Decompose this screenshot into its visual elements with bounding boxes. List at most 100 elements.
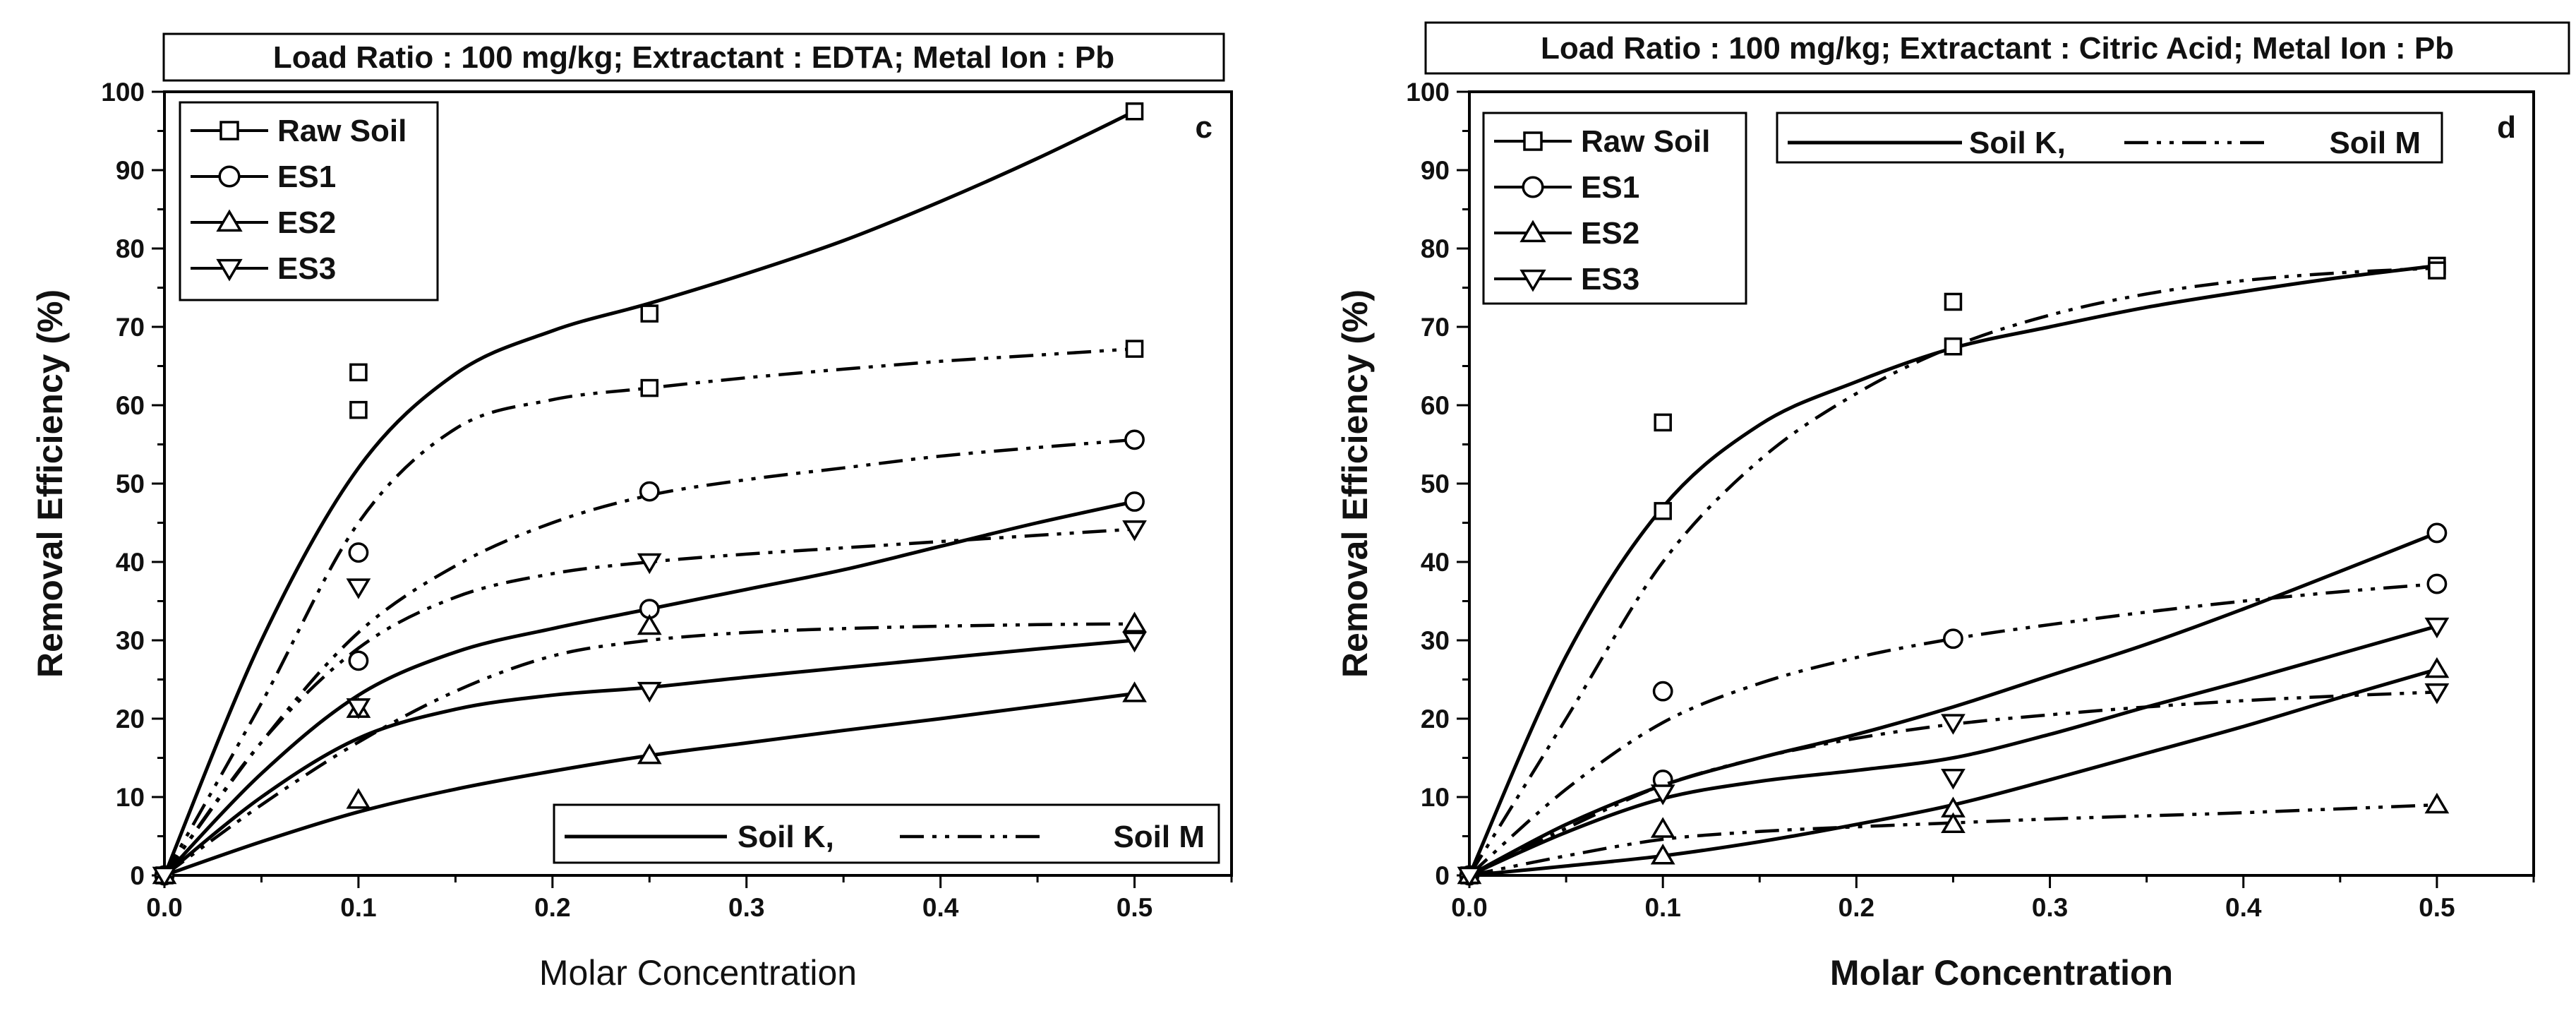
y-tick-label: 100 (101, 78, 145, 107)
legend-lines: Soil K, Soil M (553, 803, 1220, 864)
data-point (348, 650, 369, 671)
x-tick-label: 0.4 (2225, 893, 2262, 922)
x-axis-title: Molar Concentration (539, 953, 857, 993)
data-point (1122, 681, 1147, 702)
legend-label: ES3 (277, 251, 336, 286)
y-tick-label: 10 (116, 783, 145, 812)
y-tick-label: 90 (116, 156, 145, 185)
legend-label: ES2 (277, 205, 336, 240)
chart-panel-d: Load Ratio : 100 mg/kg; Extractant : Cit… (1335, 21, 2570, 993)
x-tick-label: 0.0 (1451, 893, 1487, 922)
series-raw-soil (1460, 256, 2446, 885)
legend-label-soil-m: Soil M (2329, 126, 2421, 160)
data-point (2424, 683, 2450, 705)
x-tick-label: 0.5 (2419, 893, 2455, 922)
data-point (346, 578, 371, 599)
x-tick-label: 0.1 (1644, 893, 1680, 922)
y-tick-label: 60 (116, 391, 145, 420)
y-tick-label: 40 (116, 548, 145, 577)
legend-marker (218, 165, 241, 188)
legend-markers: Raw Soil ES1 ES2 ES3 (179, 101, 439, 301)
panel-label: c (1196, 110, 1212, 145)
fit-line-soil-k (1467, 263, 2438, 877)
data-point (640, 304, 659, 323)
y-tick-label: 50 (1421, 469, 1450, 498)
data-point (348, 542, 369, 563)
data-point (1941, 812, 1966, 834)
x-tick-label: 0.3 (2032, 893, 2068, 922)
fit-line-soil-k (163, 500, 1136, 877)
y-axis-title: Removal Efficiency (%) (1335, 289, 1375, 678)
data-point (152, 866, 177, 888)
data-point (1457, 866, 1482, 888)
series-es3 (152, 520, 1147, 888)
legend-label: Raw Soil (1581, 124, 1710, 159)
panel-label: d (2497, 110, 2516, 145)
legend-label-soil-m: Soil M (1113, 820, 1205, 854)
x-tick-label: 0.0 (146, 893, 182, 922)
data-point (637, 743, 662, 765)
data-point (1941, 714, 1966, 735)
chart-title: Load Ratio : 100 mg/kg; Extractant : Cit… (1541, 31, 2454, 66)
legend-label: ES1 (277, 160, 336, 194)
data-point (1943, 628, 1963, 649)
y-tick-label: 10 (1421, 783, 1450, 812)
fit-line-soil-k (162, 109, 1136, 876)
y-axis-title: Removal Efficiency (%) (30, 289, 70, 678)
legend-marker (216, 209, 243, 232)
data-point (1944, 337, 1963, 356)
data-point (2426, 573, 2448, 594)
y-tick-label: 70 (116, 313, 145, 342)
y-tick-label: 100 (1406, 78, 1450, 107)
legend-box (1776, 112, 2443, 164)
legend-label: ES1 (1581, 170, 1639, 205)
fit-line-soil-m (163, 622, 1135, 877)
legend-box (553, 803, 1220, 864)
legend-markers: Raw Soil ES1 ES2 ES3 (1482, 112, 1747, 305)
y-tick-label: 20 (116, 705, 145, 733)
fit-line-soil-k (1468, 624, 2438, 878)
data-point (1124, 491, 1145, 512)
legend-marker (216, 258, 243, 282)
data-point (2426, 522, 2448, 544)
y-tick-label: 90 (1421, 156, 1450, 185)
legend-label: ES3 (1581, 262, 1639, 297)
series-es2 (152, 611, 1147, 885)
data-point (2428, 261, 2446, 280)
legend-marker (1519, 220, 1546, 243)
y-tick-label: 60 (1421, 391, 1450, 420)
legend-label: ES2 (1581, 216, 1639, 251)
data-point (640, 378, 659, 397)
data-point (346, 788, 371, 809)
data-point (1652, 681, 1673, 702)
y-tick-label: 0 (1435, 861, 1450, 890)
data-point (637, 553, 662, 575)
legend-label-soil-k: Soil K, (1969, 126, 2066, 160)
data-point (1122, 631, 1147, 653)
data-point (639, 481, 660, 502)
chart-title-box (1424, 21, 2570, 75)
data-point (1122, 520, 1147, 541)
legend-marker (1523, 131, 1543, 151)
data-point (1650, 784, 1675, 806)
y-tick-label: 80 (116, 234, 145, 263)
data-point (346, 698, 371, 719)
y-tick-label: 40 (1421, 548, 1450, 577)
data-point (1650, 817, 1675, 838)
data-point (1125, 102, 1144, 121)
fit-line-soil-m (1468, 266, 2438, 877)
data-point (1654, 413, 1672, 432)
y-tick-label: 20 (1421, 705, 1450, 733)
y-tick-label: 80 (1421, 234, 1450, 263)
y-tick-label: 50 (116, 469, 145, 498)
data-point (1944, 292, 1963, 311)
data-point (1941, 769, 1966, 790)
data-point (2424, 657, 2450, 678)
x-tick-label: 0.5 (1117, 893, 1152, 922)
fit-line-soil-m (163, 347, 1135, 877)
chart-panel-c: Load Ratio : 100 mg/kg; Extractant : EDT… (30, 32, 1233, 993)
data-point (637, 613, 662, 635)
data-point (349, 400, 368, 419)
legend-label-soil-k: Soil K, (738, 820, 834, 854)
